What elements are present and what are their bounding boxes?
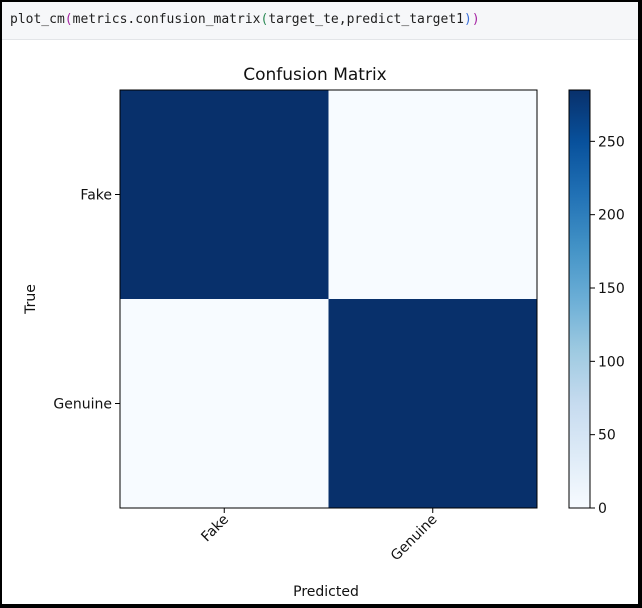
colorbar-tick-label: 0: [598, 501, 607, 517]
x-tick-label: Fake: [198, 512, 232, 546]
heatmap-cell: [328, 299, 537, 508]
code-paren-close-1: ): [471, 12, 480, 27]
colorbar: [568, 89, 591, 509]
plot-frame: [119, 89, 538, 509]
code-paren-open-2: (: [260, 12, 269, 27]
colorbar-tick-label: 100: [598, 354, 625, 370]
code-paren-open-1: (: [64, 12, 73, 27]
code-cell[interactable]: plot_cm(metrics.confusion_matrix(target_…: [2, 2, 638, 40]
chart-title: Confusion Matrix: [243, 65, 387, 85]
code-module: metrics: [72, 12, 128, 27]
colorbar-tick-label: 200: [598, 208, 625, 224]
code-comma: ,: [338, 12, 347, 27]
code-paren-close-2: ): [464, 12, 472, 27]
heatmap-cell: [120, 90, 329, 299]
figure-output: Confusion Matrix Fake Genuine Fake Genuine…: [2, 40, 638, 604]
y-ticks: Fake Genuine: [53, 188, 120, 413]
y-tick-label: Fake: [80, 188, 112, 204]
colorbar-tick-label: 150: [598, 281, 625, 297]
code-dot: .: [127, 12, 136, 27]
colorbar-tick-label: 250: [598, 134, 625, 150]
heatmap-cell: [328, 90, 537, 299]
code-arg1: target_te: [268, 12, 339, 27]
colorbar-ticks: 0 50 100 150 200 250: [590, 134, 625, 517]
code-method: confusion_matrix: [135, 12, 261, 27]
y-axis-label: True: [23, 284, 39, 315]
code-func: plot_cm: [10, 12, 65, 27]
colorbar-tick-label: 50: [598, 428, 616, 444]
code-line: plot_cm(metrics.confusion_matrix(target_…: [10, 12, 480, 28]
x-axis-label: Predicted: [293, 584, 359, 600]
x-ticks: Fake Genuine: [198, 508, 441, 565]
confusion-matrix-chart: Confusion Matrix Fake Genuine Fake Genuine…: [23, 65, 625, 600]
heatmap-cells: [120, 90, 537, 508]
x-tick-label: Genuine: [388, 512, 441, 565]
y-tick-label: Genuine: [53, 397, 112, 413]
code-arg2: predict_target1: [346, 12, 464, 27]
heatmap-cell: [120, 299, 329, 508]
